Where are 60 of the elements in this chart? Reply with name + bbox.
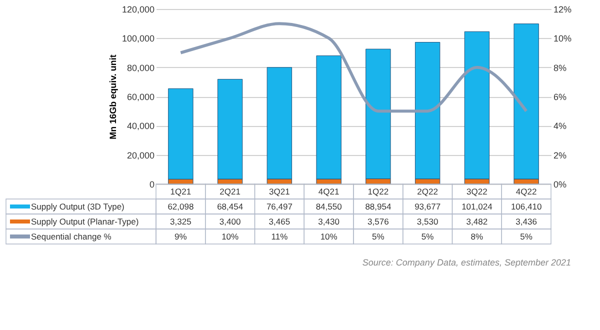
y-tick-label: 40,000 [126, 121, 154, 132]
y2-tick-label: 2% [554, 150, 567, 160]
bar [266, 67, 292, 180]
line-series [179, 22, 528, 113]
data-label: 5% [520, 232, 533, 242]
data-label: 3,576 [368, 216, 390, 226]
y2-tick-label: 4% [554, 121, 567, 132]
data-label: 76,497 [266, 202, 293, 212]
bar [217, 78, 243, 180]
x-tick-label: 2Q22 [417, 186, 438, 196]
y-tick-label: 100,000 [122, 34, 154, 44]
y2-tick-label: 10% [554, 34, 572, 44]
data-label: 3,530 [416, 216, 438, 226]
data-label: 8% [470, 232, 484, 242]
source-note: Source: Company Data, estimates, September 2021 [362, 257, 572, 268]
y-tick-label: 120,000 [122, 4, 154, 14]
y2-tick-label: 6% [554, 92, 567, 102]
data-label: 10% [320, 232, 338, 242]
data-label: 101,024 [462, 202, 493, 212]
x-tick-label: 2Q21 [220, 186, 241, 196]
y2-tick-label: 0% [554, 180, 567, 190]
data-label: 93,677 [414, 202, 441, 212]
y2-tick-label: 12% [554, 4, 572, 14]
data-label: 84,550 [316, 202, 342, 212]
bar [414, 42, 440, 180]
data-label: 3,325 [170, 216, 192, 226]
data-label: 3,436 [516, 216, 538, 226]
y-tick-label: 20,000 [126, 150, 154, 160]
x-tick-label: 4Q21 [318, 186, 340, 196]
legend-label: Sequential change % [31, 232, 112, 242]
data-label: 88,954 [365, 202, 392, 212]
data-label: 3,482 [466, 216, 488, 226]
data-label: 5% [372, 232, 385, 242]
data-label: 11% [271, 232, 288, 242]
data-label: 106,410 [510, 202, 542, 212]
y-tick-label: 80,000 [126, 62, 154, 73]
data-label: 3,430 [318, 216, 340, 226]
x-tick-label: 3Q21 [269, 186, 290, 196]
data-label: 10% [222, 232, 240, 242]
y2-tick-label: 8% [554, 62, 567, 73]
y-axis-title: Mn 16Gb equiv. unit [108, 54, 118, 140]
legend-label: Supply Output (3D Type) [31, 202, 125, 212]
data-label: 9% [174, 232, 188, 242]
data-label: 3,400 [219, 216, 241, 226]
bar [168, 88, 194, 180]
bar [514, 24, 539, 180]
y-tick-label: 60,000 [126, 92, 154, 102]
bar [366, 48, 391, 180]
x-tick-label: 1Q21 [170, 186, 192, 196]
x-tick-label: 3Q22 [466, 186, 488, 196]
x-tick-label: 4Q22 [516, 186, 537, 196]
bar [316, 55, 342, 180]
y-tick-label: 0 [149, 180, 154, 190]
x-tick-label: 1Q22 [368, 186, 389, 196]
bar [464, 31, 490, 180]
data-label: 3,465 [268, 216, 290, 226]
data-label: 68,454 [217, 202, 244, 212]
legend-label: Supply Output (Planar-Type) [31, 216, 139, 226]
data-label: 5% [421, 232, 434, 242]
data-label: 62,098 [168, 202, 194, 212]
